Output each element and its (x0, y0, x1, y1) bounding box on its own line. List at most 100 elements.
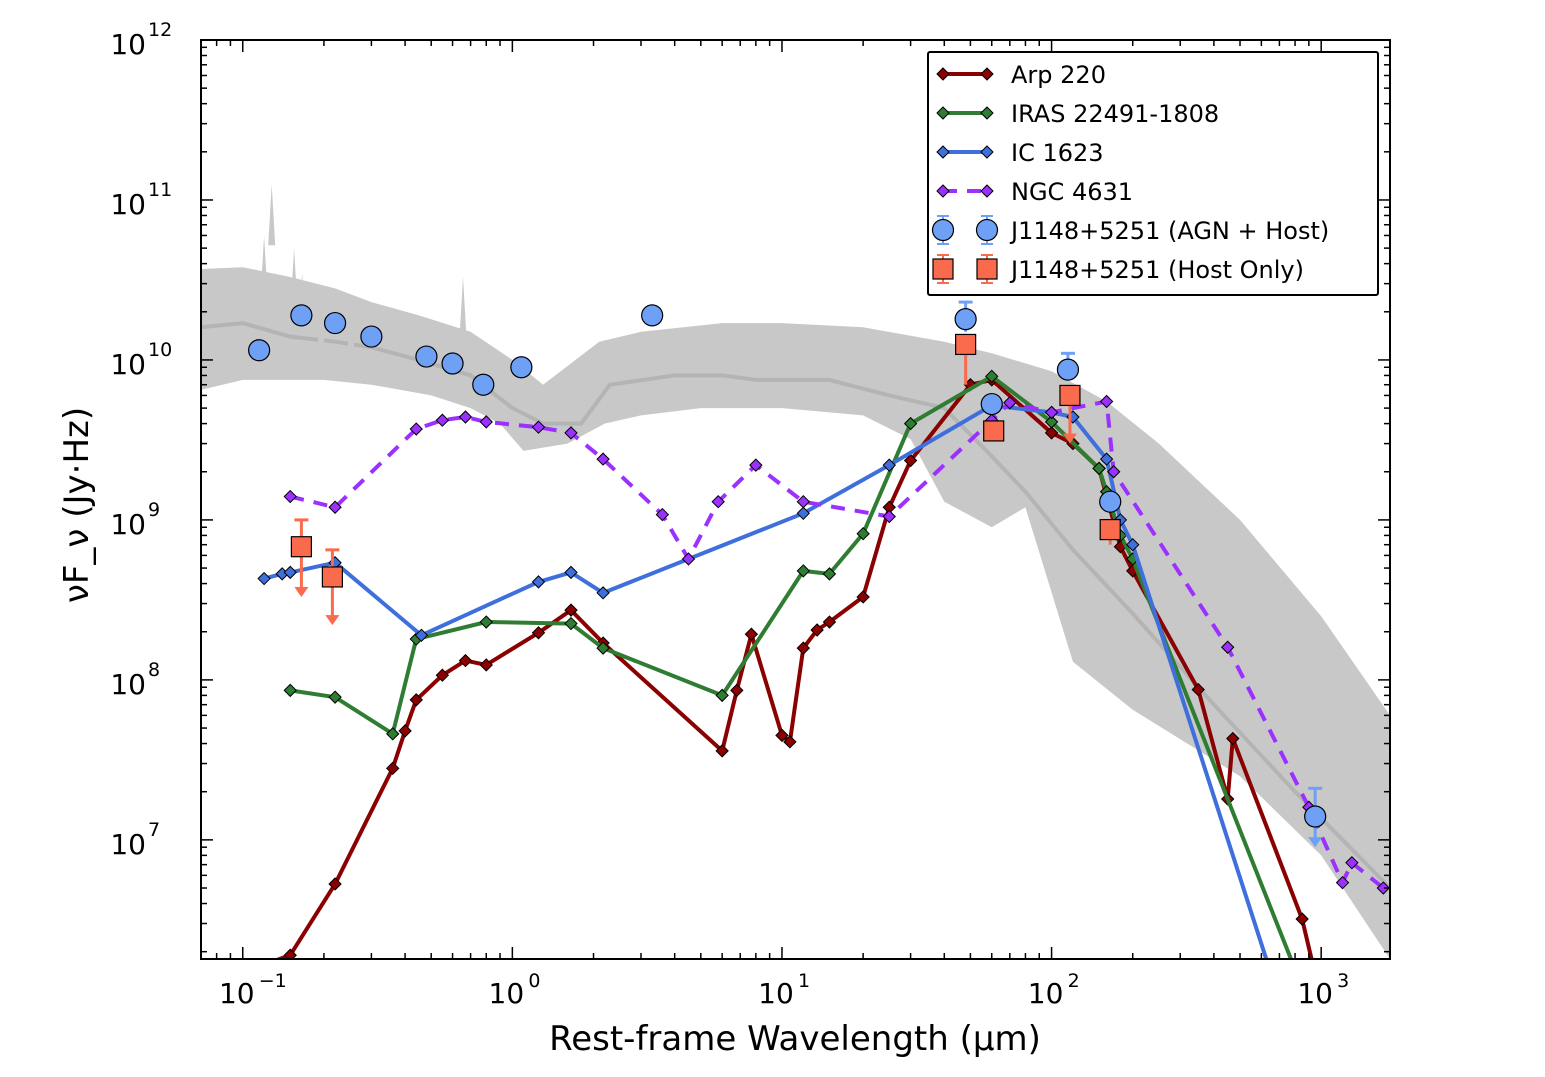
series-marker (328, 690, 342, 704)
series-marker (414, 628, 429, 643)
series-3 (283, 394, 1390, 895)
series-marker (1345, 855, 1359, 870)
series-marker (1126, 537, 1140, 552)
series-marker (796, 564, 811, 578)
legend-label: J1148+5251 (Host Only) (1009, 256, 1304, 284)
host-only-marker (955, 333, 977, 356)
legend-label: IRAS 22491-1808 (1011, 100, 1219, 128)
series-marker (1092, 461, 1106, 476)
host-only-marker (1099, 518, 1121, 541)
series-marker (328, 877, 342, 891)
series-marker (796, 641, 811, 655)
x-tick-label: 10 (489, 977, 525, 1010)
series-marker (531, 626, 546, 640)
series-marker (903, 453, 918, 468)
y-tick-exponent: 10 (148, 339, 172, 361)
series-marker (715, 744, 729, 758)
series-marker (856, 590, 870, 604)
y-tick-label: 10 (110, 668, 146, 701)
agn-host-marker (1099, 490, 1122, 513)
y-tick-exponent: 12 (148, 19, 172, 41)
template-emission-line (268, 184, 276, 246)
host-only-marker (290, 536, 312, 558)
series-marker (1099, 394, 1114, 409)
agn-host-marker (1304, 805, 1327, 828)
series-marker (398, 724, 412, 738)
series-marker (822, 567, 837, 581)
y-tick-exponent: 8 (148, 659, 160, 681)
series-marker (1335, 875, 1350, 890)
series-marker (1226, 731, 1240, 746)
agn-host-marker (290, 304, 313, 327)
series-marker (730, 683, 744, 698)
legend-marker (932, 258, 954, 280)
series-marker (796, 494, 811, 509)
series-marker (1044, 415, 1059, 429)
series-marker (283, 683, 297, 698)
x-tick-exponent: 2 (1068, 970, 1080, 992)
template-emission-line (347, 293, 355, 355)
series-marker (1191, 682, 1205, 697)
series-marker (1106, 465, 1121, 479)
host-only-marker (1059, 384, 1081, 407)
series-marker (479, 615, 493, 629)
series-marker (822, 615, 837, 629)
agn-host-marker (441, 352, 464, 375)
series-marker (458, 410, 473, 424)
series-marker (1273, 994, 1285, 1006)
series-marker (1220, 640, 1235, 654)
x-tick-exponent: 1 (798, 970, 810, 992)
series-marker (810, 623, 824, 637)
x-tick-exponent: −1 (259, 970, 287, 992)
legend-marker (980, 106, 994, 120)
y-tick-exponent: 7 (148, 819, 160, 841)
template-band (201, 267, 1390, 959)
series-marker (564, 603, 578, 617)
series-marker (531, 575, 546, 589)
series-marker (775, 728, 789, 743)
series-marker (1099, 452, 1114, 466)
template-emission-line (459, 277, 467, 338)
x-tick-label: 10 (1028, 977, 1064, 1010)
series-marker (409, 693, 423, 707)
x-tick-exponent: 0 (528, 970, 540, 992)
series-marker (531, 420, 546, 434)
agn-host-marker (415, 345, 438, 368)
legend-marker (980, 67, 994, 81)
series-marker (715, 688, 729, 703)
series-marker (328, 500, 342, 514)
y-tick-label: 10 (110, 508, 146, 541)
legend-label: NGC 4631 (1011, 178, 1133, 206)
x-tick-label: 10 (758, 977, 794, 1010)
y-tick-label: 10 (110, 28, 146, 61)
x-tick-label: 10 (1297, 977, 1333, 1010)
x-tick-label: 10 (219, 977, 255, 1010)
agn-host-marker (472, 373, 495, 396)
series-marker (796, 506, 811, 521)
legend-marker (936, 67, 950, 81)
agn-host-marker (954, 308, 977, 331)
series-marker (435, 668, 450, 682)
agn-host-marker (248, 339, 271, 362)
legend-label: IC 1623 (1011, 139, 1104, 167)
template-emission-line (290, 248, 298, 309)
series-marker (283, 948, 297, 959)
legend-marker (931, 218, 955, 242)
legend-marker (976, 258, 998, 280)
y-tick-label: 10 (110, 188, 146, 221)
series-marker (1376, 881, 1390, 895)
series-marker (564, 565, 578, 580)
series-marker (596, 586, 610, 600)
series-marker (711, 494, 725, 509)
legend-marker (975, 218, 999, 242)
host-only-marker (321, 566, 343, 588)
agn-host-marker (323, 311, 347, 335)
series-marker (283, 565, 297, 580)
y-tick-exponent: 11 (148, 179, 172, 201)
series-marker (564, 426, 578, 440)
series-marker (458, 653, 473, 668)
x-axis-label: Rest-frame Wavelength (μm) (549, 1019, 1041, 1059)
series-marker (409, 422, 423, 436)
